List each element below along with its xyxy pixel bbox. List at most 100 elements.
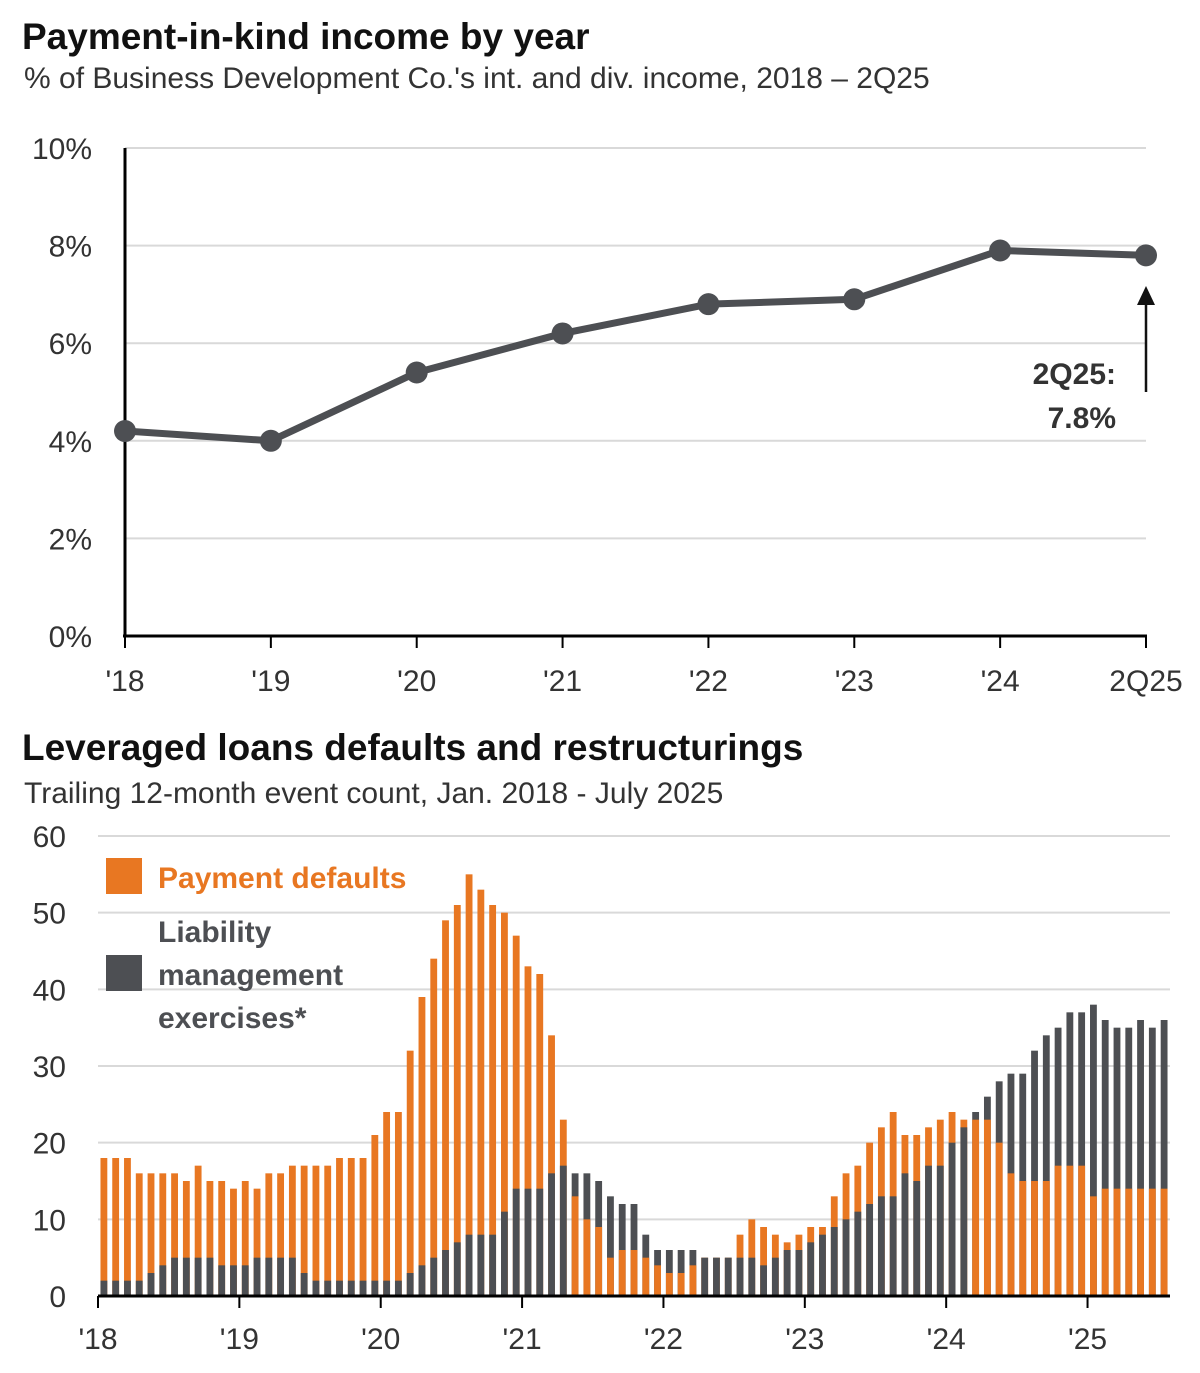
x-tick-label: '18 [78, 1323, 117, 1356]
y-tick-label: 0% [49, 621, 92, 654]
data-point [697, 293, 720, 316]
payment-default-bar [159, 1173, 167, 1296]
payment-default-bar [312, 1165, 320, 1296]
payment-default-bar [1101, 1188, 1109, 1296]
payment-default-bar [524, 966, 532, 1296]
legend-label-lme: management [158, 959, 343, 992]
x-tick-label: '22 [644, 1323, 683, 1356]
lme-bar [807, 1242, 815, 1296]
x-tick-label: '24 [927, 1323, 966, 1356]
lme-bar [1113, 1027, 1121, 1296]
payment-default-bar [442, 920, 449, 1296]
chart1-title: Payment-in-kind income by year [22, 16, 590, 57]
annotation-value: 7.8% [1048, 402, 1116, 435]
lme-bar [701, 1257, 709, 1296]
lme-bar [501, 1211, 508, 1296]
lme-bar [736, 1257, 744, 1296]
arrow-head-icon [1137, 286, 1155, 305]
payment-default-bar [1137, 1188, 1144, 1296]
pik-series-line [124, 246, 1147, 445]
legend-label-payment-defaults: Payment defaults [158, 862, 406, 895]
lme-bar [206, 1257, 214, 1296]
lme-bar [524, 1188, 532, 1296]
payment-default-bar [548, 1035, 555, 1296]
lme-bar [1160, 1020, 1168, 1296]
lme-bar [489, 1234, 497, 1296]
lme-bar [748, 1257, 756, 1296]
payment-default-bar [171, 1173, 178, 1296]
payment-default-bar [760, 1227, 767, 1296]
x-tick-label: '22 [689, 665, 728, 698]
payment-default-bar [501, 912, 508, 1296]
pik-line-chart: 0% 2% 4% 6% 8% 10% '18 '19 '20 '21 '22 '23 '24 2Q25 2Q… [32, 133, 1183, 698]
legend-label-lme: exercises* [158, 1002, 307, 1035]
payment-default-bar [371, 1135, 379, 1296]
lme-bar [901, 1173, 909, 1296]
lme-bar [1078, 1012, 1086, 1296]
payment-default-bar [430, 958, 438, 1296]
payment-default-bar [995, 1142, 1003, 1296]
lme-bar [819, 1234, 826, 1296]
payment-default-bar [147, 1173, 155, 1296]
payment-default-bar [1019, 1181, 1027, 1296]
payment-default-bar [512, 935, 520, 1296]
lme-bar [1054, 1027, 1062, 1296]
payment-default-bar [1007, 1173, 1015, 1296]
payment-default-bar [571, 1196, 579, 1296]
x-tick-label: '18 [105, 665, 144, 698]
lme-bar [1148, 1027, 1156, 1296]
lme-bar [159, 1265, 167, 1296]
payment-default-bar [677, 1273, 685, 1296]
payment-default-bar [607, 1257, 614, 1296]
x-tick-label: '25 [1068, 1323, 1107, 1356]
lme-bar [288, 1257, 296, 1296]
payment-default-bar [383, 1112, 391, 1296]
x-tick-label: '20 [361, 1323, 400, 1356]
lme-bar [147, 1273, 155, 1296]
x-tick-label: '21 [503, 1323, 542, 1356]
payment-default-bar [1054, 1165, 1062, 1296]
lme-bar [1042, 1035, 1050, 1296]
lme-bar [1090, 1004, 1097, 1296]
lme-bar [548, 1173, 555, 1296]
data-point [551, 322, 574, 345]
payment-default-bar [336, 1158, 343, 1296]
lme-bar [394, 1280, 402, 1296]
payment-default-bar [112, 1158, 120, 1296]
y-tick-label: 6% [49, 328, 92, 361]
payment-default-bar [418, 997, 426, 1296]
data-point [405, 361, 428, 384]
lme-bar [1137, 1020, 1144, 1296]
payment-default-bar [241, 1181, 249, 1296]
lme-bar [359, 1280, 367, 1296]
lme-bar [559, 1165, 567, 1296]
payment-default-bar [135, 1173, 143, 1296]
lme-bar [948, 1142, 956, 1296]
payment-default-bar [1078, 1165, 1086, 1296]
payment-default-bar [595, 1227, 603, 1296]
lme-bar [783, 1250, 791, 1296]
payment-default-bar [1160, 1188, 1168, 1296]
data-point [114, 420, 136, 443]
y-tick-label: 4% [49, 426, 92, 459]
lme-bar [336, 1280, 343, 1296]
payment-default-bar [1125, 1188, 1133, 1296]
lme-bar [1066, 1012, 1074, 1296]
lme-bar [760, 1265, 767, 1296]
x-tick-label: '20 [397, 665, 436, 698]
payment-default-bar [972, 1119, 980, 1296]
y-tick-label: 0 [49, 1281, 66, 1314]
lme-bar [324, 1280, 332, 1296]
lme-bar [889, 1196, 897, 1296]
payment-default-bar [1031, 1181, 1038, 1296]
lme-bar [383, 1280, 391, 1296]
payment-default-bar [1066, 1165, 1074, 1296]
lme-bar [795, 1250, 803, 1296]
lme-bar [171, 1257, 178, 1296]
data-point [989, 239, 1012, 262]
payment-default-bar [253, 1188, 261, 1296]
lme-bar [253, 1257, 261, 1296]
payment-default-bar [194, 1165, 202, 1296]
lme-bar [713, 1257, 720, 1296]
payment-default-bar [536, 974, 544, 1296]
